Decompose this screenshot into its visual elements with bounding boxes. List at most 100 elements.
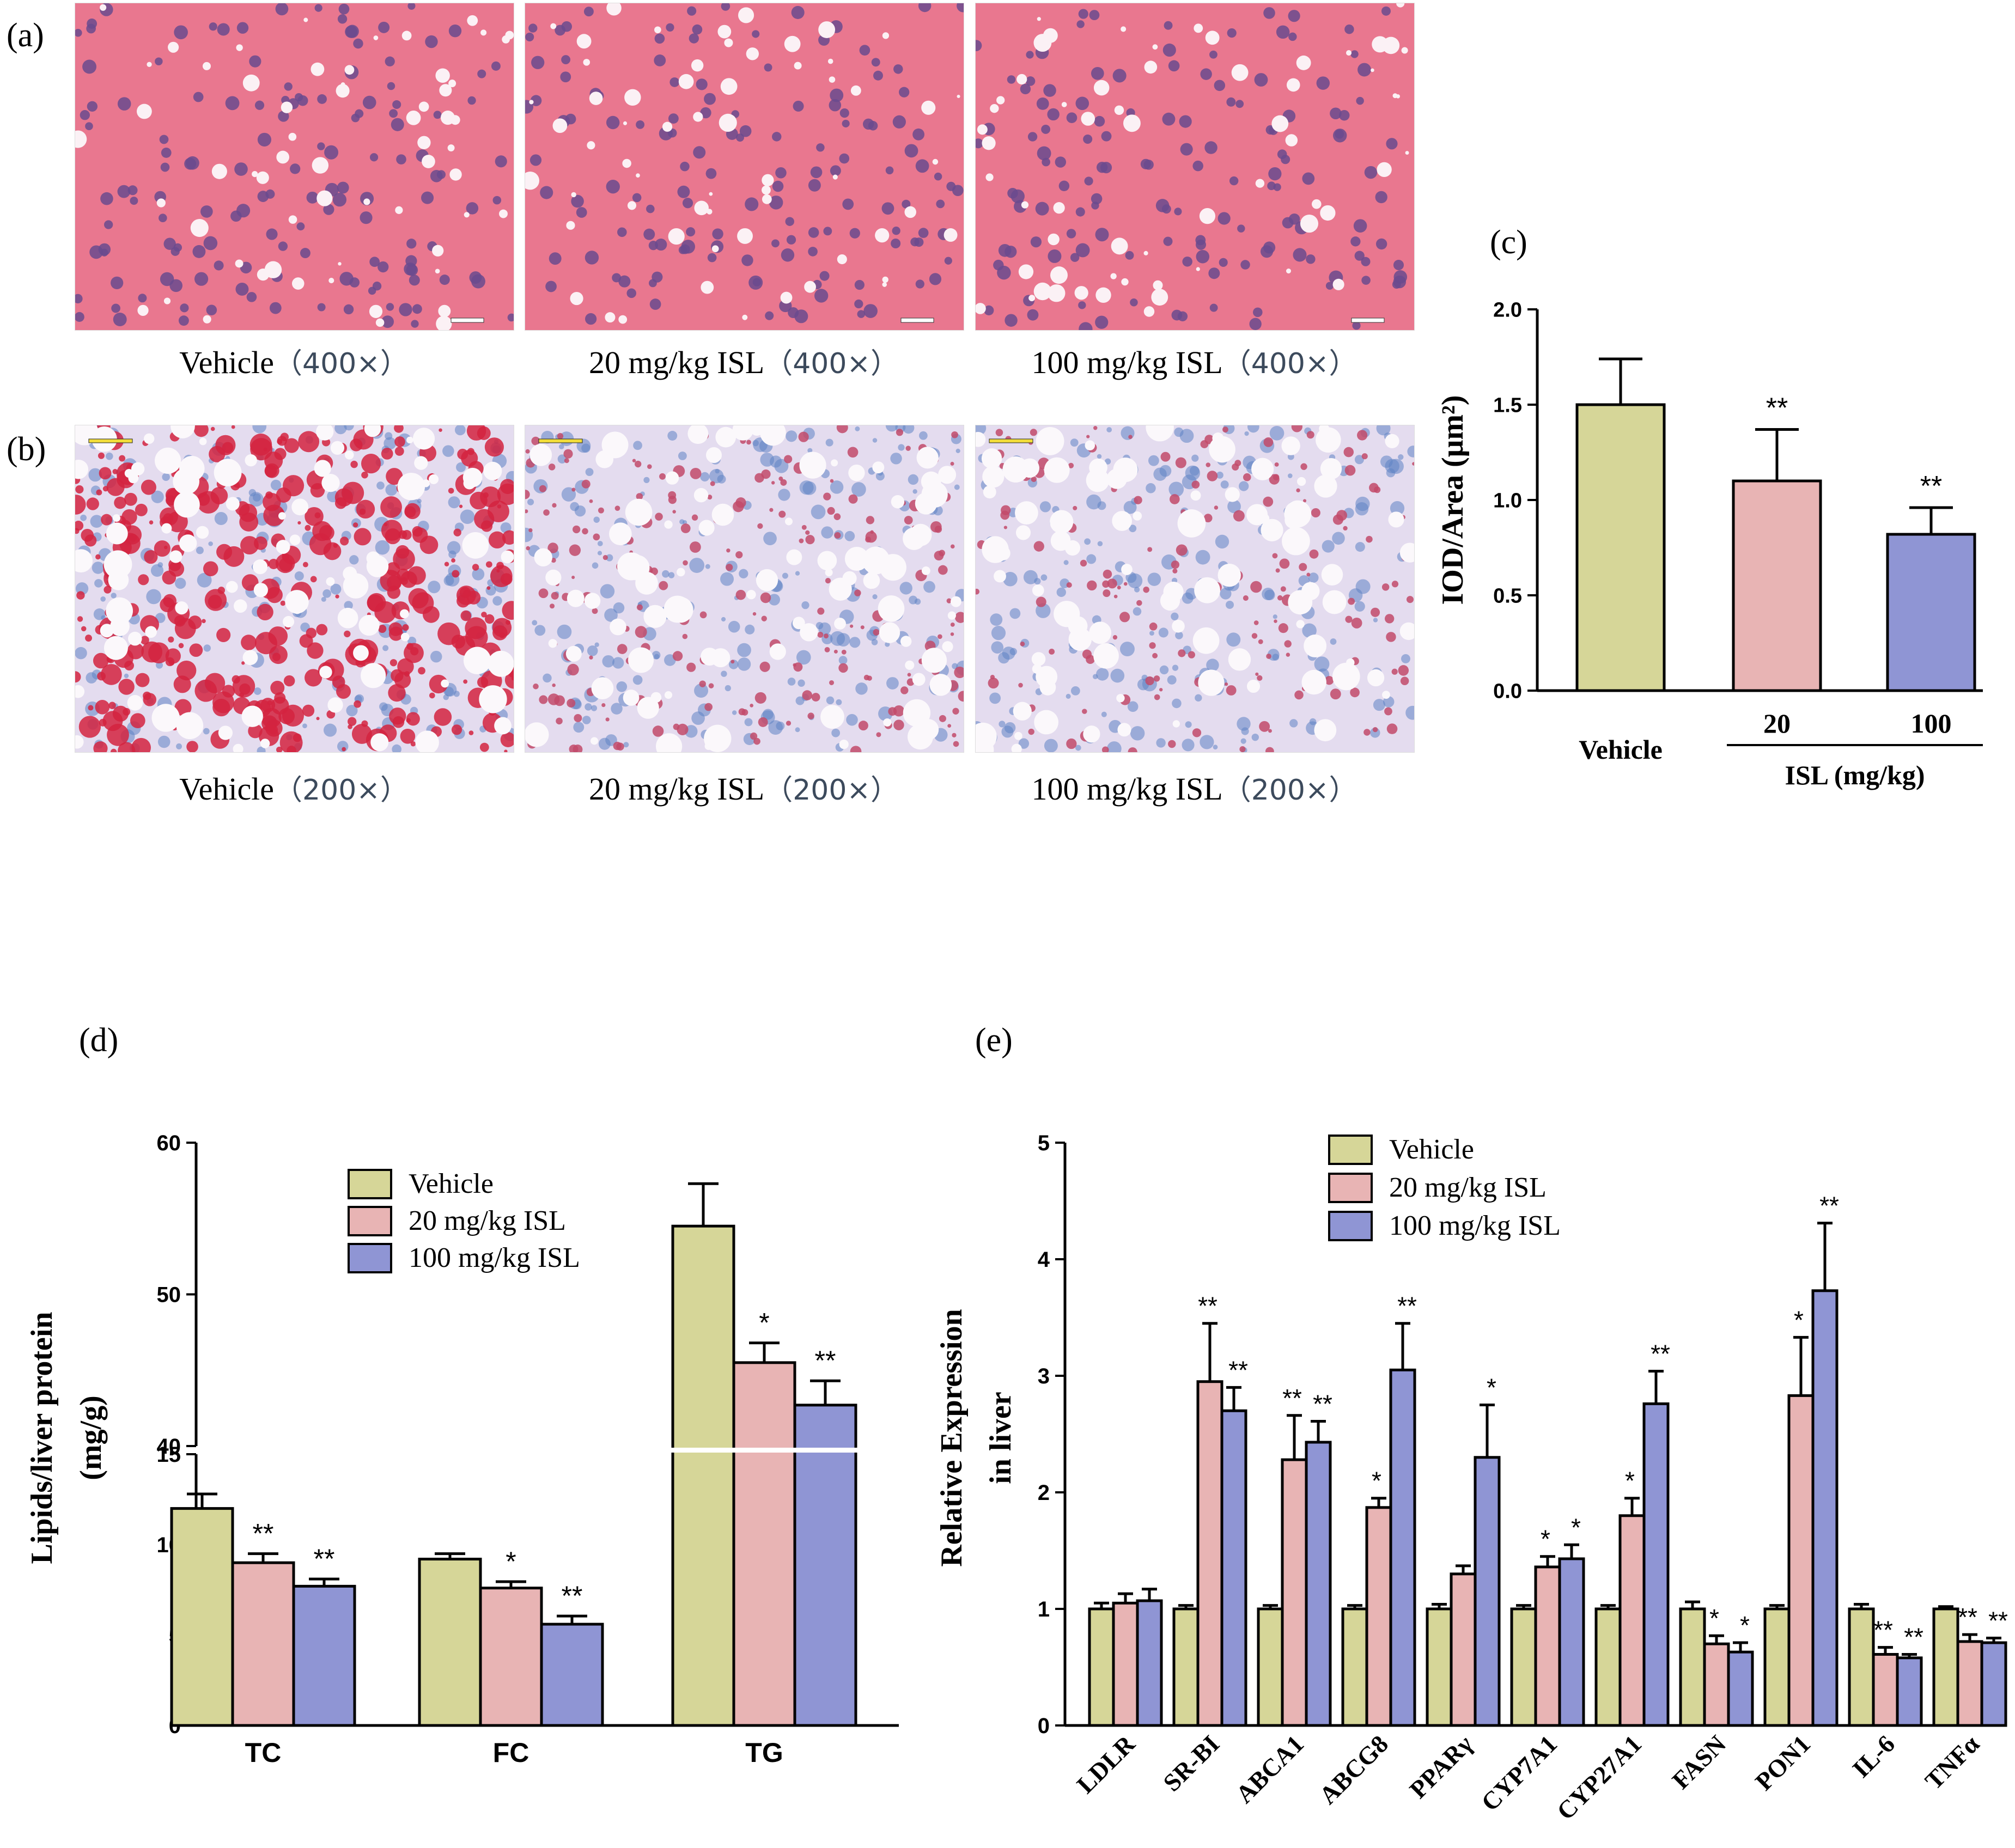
lipid-droplet — [114, 496, 126, 509]
chart-c-yaxis-tick-label: 0.0 — [1493, 680, 1522, 703]
lipid-droplet — [750, 704, 753, 708]
lipid-vacuole — [1377, 162, 1392, 178]
nucleus — [300, 248, 311, 259]
lipid-droplet — [704, 703, 713, 711]
clear-space — [1225, 487, 1240, 502]
clear-space — [1304, 634, 1327, 657]
clear-space — [1192, 627, 1220, 654]
nucleus-stain — [1066, 693, 1071, 699]
lipid-vacuole — [691, 59, 704, 72]
lipid-droplet — [1113, 594, 1118, 599]
lipid-vacuole — [1332, 278, 1344, 290]
clear-space — [174, 491, 200, 518]
nucleus — [934, 172, 942, 181]
clear-space — [711, 648, 730, 668]
lipid-droplet — [1128, 747, 1137, 752]
lipid-vacuole — [1382, 36, 1400, 54]
lipid-droplet — [614, 505, 620, 511]
lipid-vacuole — [1300, 215, 1319, 233]
caption-a-20mg: 20 mg/kg ISL（400×） — [588, 345, 899, 380]
clear-space — [1121, 564, 1133, 575]
nucleus — [249, 55, 261, 68]
lipid-droplet — [395, 545, 410, 559]
lipid-droplet — [1101, 746, 1109, 752]
lipid-droplet — [112, 468, 118, 474]
nucleus — [914, 237, 924, 247]
nucleus — [583, 7, 594, 17]
lipid-droplet — [754, 692, 766, 704]
nucleus-stain — [214, 511, 228, 526]
chart-e-bar-1 — [1534, 1565, 1561, 1727]
lipid-vacuole — [281, 101, 293, 113]
nucleus — [707, 253, 717, 263]
nucleus — [113, 313, 127, 326]
lipid-droplet — [735, 589, 746, 600]
clear-space — [760, 425, 786, 446]
oil-red-micrograph-100mg — [975, 425, 1415, 753]
lipid-vacuole — [982, 136, 996, 150]
lipid-droplet — [847, 447, 859, 458]
nucleus-stain — [472, 568, 485, 581]
chart-d-yaxis-upper-tick-label: 60 — [157, 1131, 181, 1155]
lipid-vacuole — [1110, 273, 1117, 279]
panel-label-e: (e) — [975, 1022, 1013, 1059]
lipid-droplet — [632, 459, 636, 463]
nucleus — [387, 82, 395, 90]
lipid-droplet — [833, 513, 841, 520]
nucleus-stain — [725, 685, 731, 692]
lipid-vacuole — [720, 78, 738, 95]
lipid-droplet — [938, 565, 948, 575]
nucleus-stain — [1185, 465, 1201, 481]
clear-space — [1282, 527, 1310, 556]
nucleus-stain — [1159, 465, 1172, 477]
nucleus-stain — [903, 425, 915, 434]
nucleus-stain — [616, 681, 628, 692]
lipid-droplet — [525, 449, 530, 454]
chart-e-bar-2 — [1896, 1656, 1923, 1727]
chart-d-bar-TG-1 — [732, 1361, 796, 1727]
nucleus-stain — [1354, 601, 1365, 612]
nucleus — [1140, 158, 1151, 169]
lipid-droplet — [682, 633, 688, 639]
lipid-droplet — [497, 504, 502, 509]
clear-space — [996, 546, 1010, 560]
lipid-droplet — [108, 702, 116, 709]
nucleus-stain — [1168, 481, 1184, 497]
nucleus — [1112, 69, 1127, 83]
nucleus-stain — [795, 696, 805, 705]
nucleus-stain — [587, 645, 598, 656]
clear-space — [479, 685, 507, 713]
nucleus-stain — [1179, 429, 1194, 443]
nucleus — [752, 30, 760, 38]
clear-space — [1322, 590, 1347, 614]
lipid-vacuole — [1123, 114, 1141, 132]
nucleus — [353, 38, 363, 49]
nucleus-stain — [157, 735, 171, 748]
clear-space — [241, 705, 263, 727]
nucleus — [404, 263, 417, 276]
nucleus-stain — [652, 651, 661, 660]
lipid-vacuole — [571, 192, 576, 198]
clear-space — [629, 499, 649, 520]
nucleus — [1288, 32, 1297, 41]
lipid-droplet — [1093, 426, 1098, 430]
clear-space — [848, 465, 865, 481]
nucleus — [1393, 270, 1408, 284]
clear-space — [75, 735, 84, 749]
clear-space — [915, 492, 938, 515]
nucleus — [477, 69, 486, 78]
nucleus — [246, 292, 257, 302]
nucleus — [75, 312, 84, 322]
lipid-droplet — [367, 594, 384, 612]
nucleus — [1204, 141, 1217, 154]
lipid-droplet — [249, 434, 272, 456]
chart-e-category-label: ABCG8 — [1314, 1730, 1393, 1809]
nucleus — [918, 3, 932, 13]
nucleus — [863, 304, 878, 318]
chart-e-bar-2 — [1220, 1409, 1247, 1727]
nucleus — [209, 22, 217, 31]
lipid-droplet — [950, 622, 955, 627]
nucleus — [386, 303, 394, 311]
lipid-vacuole — [1037, 17, 1041, 21]
